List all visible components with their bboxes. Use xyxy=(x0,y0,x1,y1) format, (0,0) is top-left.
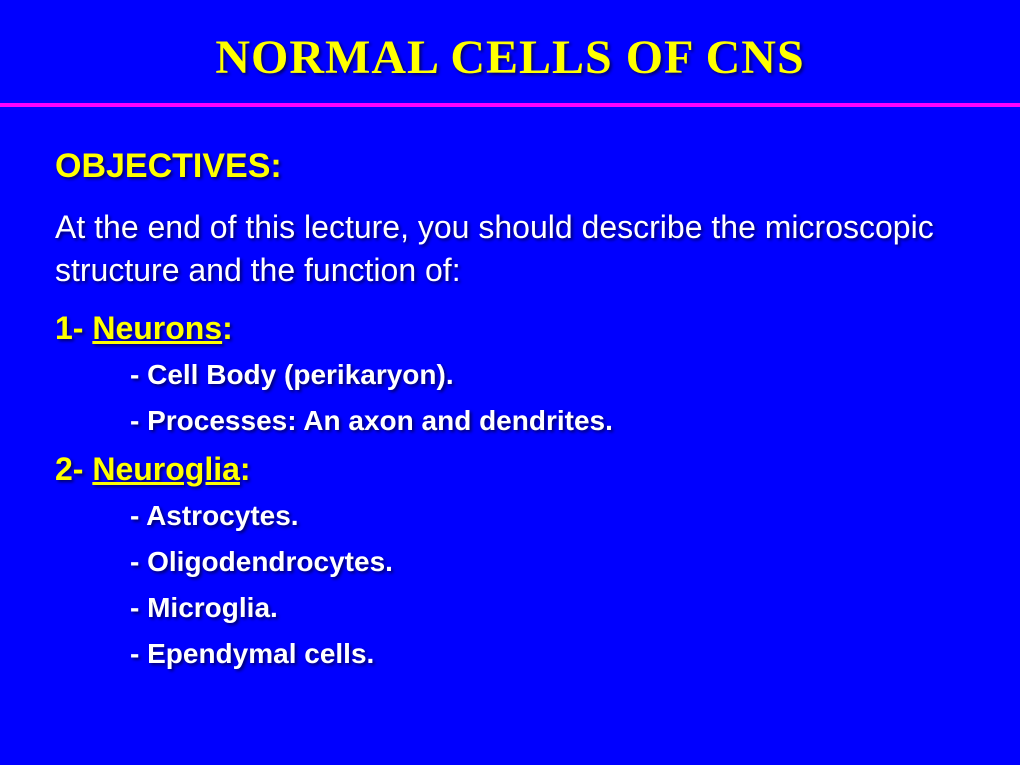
separator-line xyxy=(0,103,1020,107)
sub-item-1-2: - Processes: An axon and dendrites. xyxy=(55,405,980,437)
intro-text: At the end of this lecture, you should d… xyxy=(55,206,980,292)
list-heading-text: Neuroglia xyxy=(92,451,240,487)
sub-item-2-1: - Astrocytes. xyxy=(55,500,980,532)
list-container: 1- Neurons: - Cell Body (perikaryon). - Pr… xyxy=(55,310,980,670)
list-colon: : xyxy=(222,310,233,346)
sub-item-2-2: - Oligodendrocytes. xyxy=(55,546,980,578)
objectives-heading: OBJECTIVES: xyxy=(55,147,980,186)
slide-title: NORMAL CELLS OF CNS xyxy=(0,30,1020,85)
list-item-heading-2: 2- Neuroglia: xyxy=(55,451,980,488)
list-number: 1- xyxy=(55,310,92,346)
list-heading-text: Neurons xyxy=(92,310,222,346)
slide-container: NORMAL CELLS OF CNS OBJECTIVES: At the e… xyxy=(0,0,1020,765)
sub-item-2-4: - Ependymal cells. xyxy=(55,638,980,670)
list-item-heading-1: 1- Neurons: xyxy=(55,310,980,347)
list-colon: : xyxy=(240,451,251,487)
list-number: 2- xyxy=(55,451,92,487)
content-area: OBJECTIVES: At the end of this lecture, … xyxy=(0,147,1020,670)
sub-item-2-3: - Microglia. xyxy=(55,592,980,624)
sub-item-1-1: - Cell Body (perikaryon). xyxy=(55,359,980,391)
